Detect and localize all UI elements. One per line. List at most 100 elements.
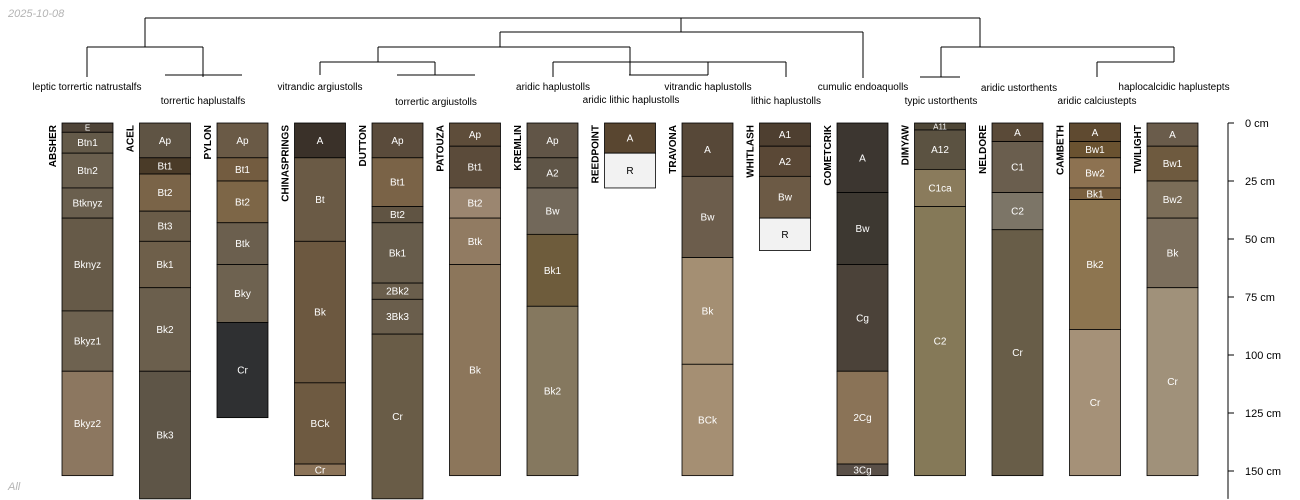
horizon-label: Ap [236,136,249,147]
taxon-label: vitrandic haplustolls [664,82,751,93]
horizon [216,322,269,419]
taxon-label: aridic ustorthents [981,83,1057,94]
profile-whitlash: A1 A2 Bw R WHITLASH [746,122,811,251]
horizon-label: Bk3 [156,431,174,442]
horizon [681,257,734,365]
horizon-label: Cr [1167,377,1178,388]
taxon-label: leptic torrertic natrustalfs [33,82,142,93]
horizon-label: Bt1 [235,165,250,176]
horizon [449,217,501,265]
horizon [216,222,269,265]
horizon-label: Cr [392,412,403,423]
profile-reedpoint: A R REEDPOINT [591,122,656,189]
horizon-label: Bk1 [1086,189,1104,200]
profile-absher: E Btn1 Btn2 Btknyz Bknyz Bkyz1 Bkyz2 ABSHER [48,122,114,477]
horizon [294,382,346,465]
axis-tick-label: 150 cm [1245,466,1281,478]
profile-name-label: COMETCRIK [823,124,834,185]
horizon-label: E [85,123,90,132]
horizon [139,240,191,289]
horizon [526,233,579,307]
horizon [1069,199,1121,330]
horizon-label: Cr [1090,398,1101,409]
horizon [836,122,889,193]
profile-name-label: CAMBETH [1056,125,1067,175]
profile-dutton: Ap Bt1 Bt2 Bk1 2Bk2 3Bk3 Cr DUTTON [358,122,424,500]
horizon-label: Bw [856,224,871,235]
profile-twilight: A Bw1 Bw2 Bk Cr TWILIGHT [1133,122,1199,477]
horizon-label: Bw2 [1163,195,1183,206]
taxon-label: vitrandic argiustolls [277,82,362,93]
profile-neldore: A C1 C2 Cr NELDORE [978,122,1044,477]
horizon [836,192,889,265]
horizon-label: A [704,145,711,156]
horizon [991,229,1044,477]
horizon-label: Cg [856,313,869,324]
horizon [526,122,579,159]
profile-name-label: ABSHER [48,124,59,167]
horizon-label: Bw1 [1085,145,1105,156]
horizon-label: Bk [469,366,482,377]
profile-name-label: WHITLASH [746,125,757,178]
horizon [371,298,424,335]
horizon-label: A12 [931,145,949,156]
horizon [526,157,579,189]
horizon-label: A [627,134,634,145]
horizon-label: A [859,153,866,164]
horizon-label: Bk [314,308,327,319]
axis-tick-label: 0 cm [1245,118,1269,130]
horizon-label: Bt2 [467,199,482,210]
horizon-label: Bt2 [235,197,250,208]
horizon [294,240,346,384]
horizon [914,206,966,477]
horizon [914,129,966,170]
horizon-label: A1 [779,130,792,141]
horizon [836,370,889,465]
horizon [371,157,424,207]
profile-pylon: Ap Bt1 Bt2 Btk Bky Cr PYLON [203,122,269,419]
horizon-label: Bt [315,195,325,206]
horizon-label: R [781,230,788,241]
horizon-label: Bkyz1 [74,337,102,348]
profile-acel: Ap Bt1 Bt2 Bt3 Bk1 Bk2 Bk3 ACEL [126,122,191,500]
footer-label: All [8,481,21,493]
profile-patouza: Ap Bt1 Bt2 Btk Bk PATOUZA [436,122,501,477]
profile-cambeth: A Bw1 Bw2 Bk1 Bk2 Cr CAMBETH [1056,122,1121,477]
horizon-label: Bk2 [1086,260,1104,271]
dendrogram: leptic torrertic natrustalfs torrertic ha… [33,17,1230,108]
profile-name-label: PATOUZA [436,125,447,172]
horizon-label: Btn1 [77,138,98,149]
profile-dimyaw: A11 A12 C1ca C2 DIMYAW [901,122,966,477]
profile-name-label: NELDORE [978,125,989,174]
horizon-label: Ap [159,136,172,147]
horizon [139,287,191,372]
horizon-label: Bknyz [74,260,101,271]
horizon [61,217,114,312]
horizon [371,333,424,500]
axis-tick-label: 75 cm [1245,292,1275,304]
horizon [681,175,734,258]
horizon-label: A11 [933,122,947,131]
profile-kremlin: Ap A2 Bw Bk1 Bk2 KREMLIN [513,122,579,477]
horizon-label: A [1014,128,1021,139]
horizon-label: A [317,136,324,147]
horizon [836,463,889,477]
horizon [1069,157,1121,189]
horizon-label: Bkyz2 [74,419,102,430]
taxon-label: aridic haplustolls [516,82,590,93]
profile-name-label: REEDPOINT [591,125,602,183]
profiles-group: E Btn1 Btn2 Btknyz Bknyz Bkyz1 Bkyz2 ABSHER Ap Bt… [48,122,1199,500]
profile-name-label: DIMYAW [901,124,912,165]
horizon [371,122,424,159]
taxon-label: aridic calciustepts [1058,96,1137,107]
horizon-label: C2 [1011,207,1024,218]
horizon-label: C2 [934,337,947,348]
horizon [449,187,501,219]
horizon-label: Ap [546,136,559,147]
horizon-label: Bt1 [157,161,172,172]
horizon-label: Cr [1012,348,1023,359]
profile-name-label: TWILIGHT [1133,125,1144,173]
taxon-label: cumulic endoaquolls [818,82,909,93]
horizon-label: Ap [469,130,482,141]
